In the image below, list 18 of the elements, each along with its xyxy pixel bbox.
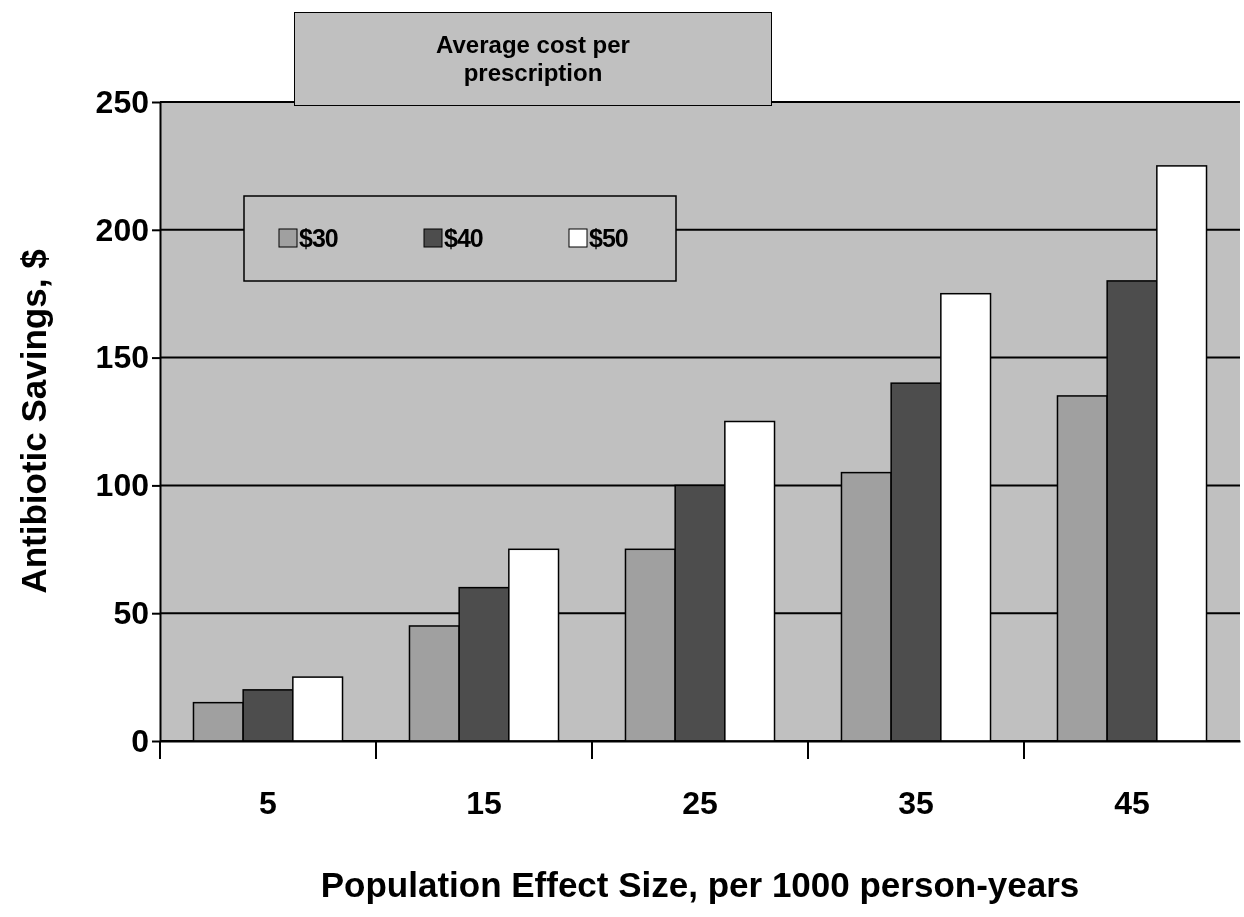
y-tick-label: 250 <box>95 83 149 120</box>
x-tick-label: 25 <box>682 785 718 822</box>
y-tick-label: 100 <box>95 467 149 504</box>
y-tick-label: 50 <box>113 594 149 631</box>
x-tick-label: 15 <box>466 785 502 822</box>
y-tick-label: 200 <box>95 211 149 248</box>
x-tick-label: 45 <box>1114 785 1150 822</box>
x-tick-label: 35 <box>898 785 934 822</box>
x-tick-label: 5 <box>259 785 277 822</box>
y-tick-label: 150 <box>95 339 149 376</box>
y-tick-label: 0 <box>131 722 149 759</box>
legend-label: $30 <box>299 224 338 252</box>
y-axis-title: Antibiotic Savings, $ <box>14 249 53 594</box>
title-box: Average cost per prescription <box>294 12 772 106</box>
legend-label: $50 <box>589 224 628 252</box>
x-axis-title: Population Effect Size, per 1000 person-years <box>320 865 1080 904</box>
chart-title: Average cost per prescription <box>435 31 631 87</box>
legend-label: $40 <box>444 224 483 252</box>
